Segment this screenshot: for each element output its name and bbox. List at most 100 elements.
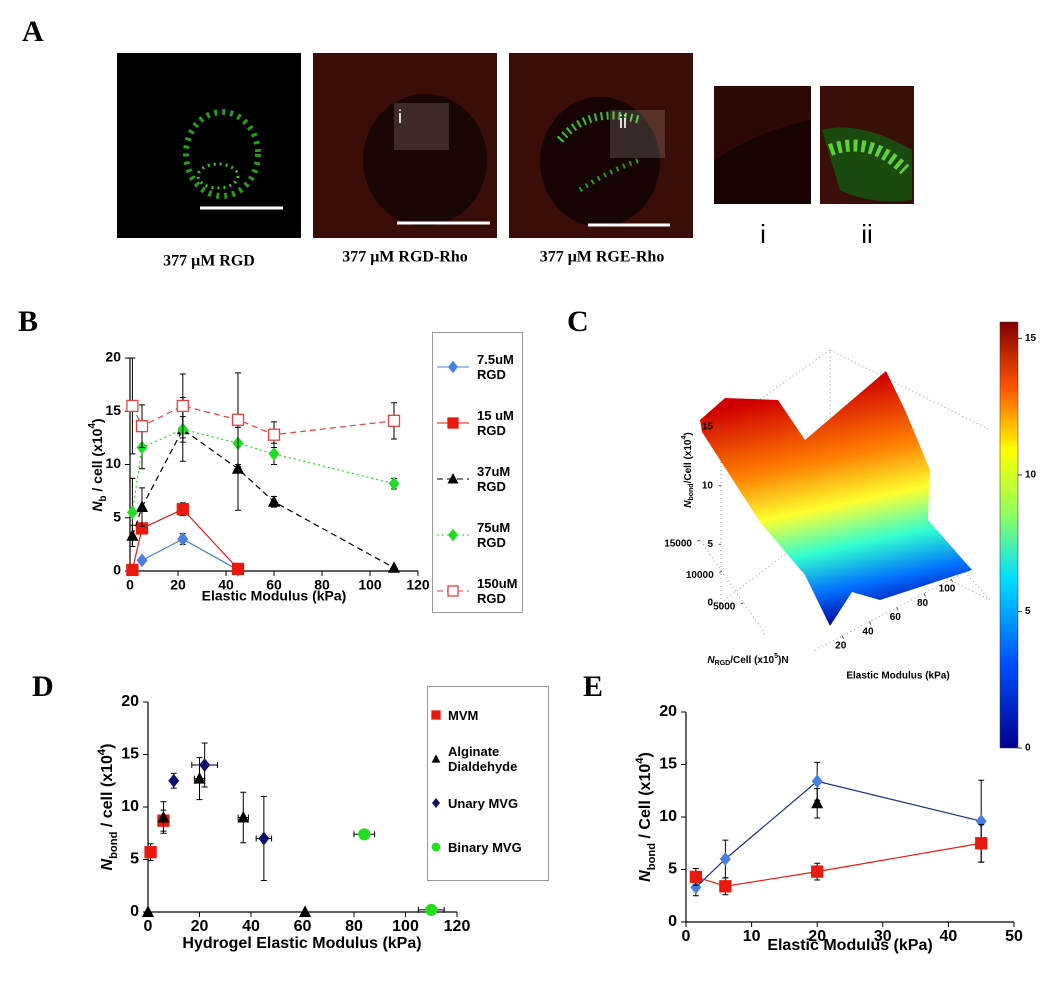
legend-label: Unary MVG — [448, 795, 519, 811]
series-line — [131, 428, 395, 513]
x-tick-label: 20 — [808, 928, 826, 945]
marker — [448, 360, 458, 374]
tick-mark — [697, 539, 701, 542]
marker — [126, 399, 139, 413]
marker — [135, 500, 149, 513]
marker — [690, 880, 702, 895]
x-tick-label: 30 — [874, 928, 892, 945]
marker — [267, 495, 281, 507]
legend-entry: Alginate Dialdehyde — [428, 737, 548, 781]
label-part: )N — [778, 655, 789, 666]
series-line — [695, 780, 982, 888]
y-tick-label: 10 — [121, 798, 139, 815]
micrograph — [117, 53, 301, 238]
axis-label: NRGD/Cell (x105)N — [707, 653, 788, 667]
marker — [126, 563, 139, 577]
y-tick-label: 10 — [659, 808, 677, 825]
series-line — [141, 538, 239, 571]
legend-key — [437, 585, 469, 597]
marker — [176, 503, 189, 516]
marker — [176, 399, 189, 413]
marker — [975, 837, 988, 850]
micrograph — [313, 53, 497, 238]
tick-mark — [896, 607, 899, 611]
x-axis-label: Elastic Modulus (kPa) — [846, 671, 949, 682]
x-tick-label: 10 — [743, 928, 761, 945]
caption: 377 μM RGD-Rho — [342, 249, 468, 266]
marker — [431, 842, 441, 852]
marker — [447, 585, 459, 597]
legend: 7.5uM RGD 15 uM RGD 37uM RGD 75uM RGD 150uM … — [432, 332, 523, 613]
marker — [431, 710, 441, 720]
inset-label: i — [760, 219, 766, 249]
x-tick-label: 0 — [126, 577, 134, 593]
x-axis-label: Elastic Modulus (kPa) — [202, 588, 347, 604]
y-tick-label: 10 — [105, 455, 121, 471]
label-part: / cell (x10 — [89, 428, 105, 495]
x-axis-label: Elastic Modulus (kPa) — [767, 937, 932, 954]
panel-label: A — [22, 15, 44, 48]
label-part: ) — [637, 752, 654, 757]
marker — [719, 852, 731, 866]
label-part: ) — [89, 418, 105, 423]
marker — [299, 905, 312, 917]
y-tick-label: 0 — [113, 562, 121, 578]
x-tick-label: 60 — [294, 918, 312, 935]
colorbar — [999, 321, 1019, 749]
x-tick-label: 20 — [835, 640, 847, 651]
axis-label: Nbond / Cell (x104) — [634, 752, 658, 882]
marker — [388, 476, 400, 491]
legend-entry: 37uM RGD — [433, 451, 522, 507]
y-tick-label: 5 — [130, 851, 139, 868]
x-tick-label: 20 — [191, 918, 209, 935]
legend-label: Alginate Dialdehyde — [448, 744, 518, 774]
label-part: N — [637, 870, 654, 882]
marker — [431, 754, 441, 763]
series-line — [131, 428, 395, 569]
label-part: N — [89, 501, 105, 512]
x-tick-label: 40 — [940, 928, 958, 945]
tick-mark — [869, 621, 872, 625]
y-tick-label: 0 — [668, 913, 677, 930]
y-tick-label: 20 — [659, 703, 677, 720]
marker — [358, 828, 371, 841]
z-tick-label: 0 — [707, 598, 713, 609]
inset-image — [820, 86, 914, 204]
y-tick-label: 15 — [105, 402, 121, 418]
label-part: bond — [688, 483, 695, 500]
marker — [231, 462, 245, 474]
legend: MVM Alginate Dialdehyde Unary MVG Binary MV… — [427, 686, 549, 881]
label-part: /Cell (x10 — [683, 439, 694, 483]
label-part: bond — [108, 831, 120, 859]
legend-entry: Binary MVG — [428, 825, 548, 869]
z-tick-label: 15 — [702, 422, 714, 433]
z-tick-label: 10 — [702, 480, 714, 491]
label-part: 4 — [96, 748, 108, 755]
legend-key — [432, 798, 440, 808]
legend-label: 15 uM RGD — [477, 408, 514, 438]
marker — [126, 505, 138, 520]
marker — [811, 865, 824, 878]
label-part: 4 — [634, 757, 646, 764]
x-tick-label: 20 — [170, 577, 186, 593]
colorbar-tick-label: 0 — [1025, 743, 1031, 754]
y-tick-label: 5000 — [713, 601, 736, 612]
marker — [811, 774, 823, 789]
label-part: ) — [99, 744, 116, 749]
legend-entry: MVM — [428, 693, 548, 737]
panel-label: C — [567, 305, 589, 338]
y-tick-label: 20 — [121, 693, 139, 710]
roi-label: i — [398, 107, 402, 127]
marker — [193, 772, 206, 784]
legend-key — [431, 754, 441, 763]
label-part: b — [98, 495, 109, 501]
marker — [447, 473, 459, 484]
marker — [141, 905, 155, 917]
x-tick-label: 80 — [917, 598, 929, 609]
y-tick-label: 20 — [105, 349, 121, 365]
tick-mark — [740, 602, 744, 605]
x-tick-label: 80 — [345, 918, 363, 935]
x-tick-label: 0 — [682, 928, 691, 945]
marker — [144, 846, 157, 859]
